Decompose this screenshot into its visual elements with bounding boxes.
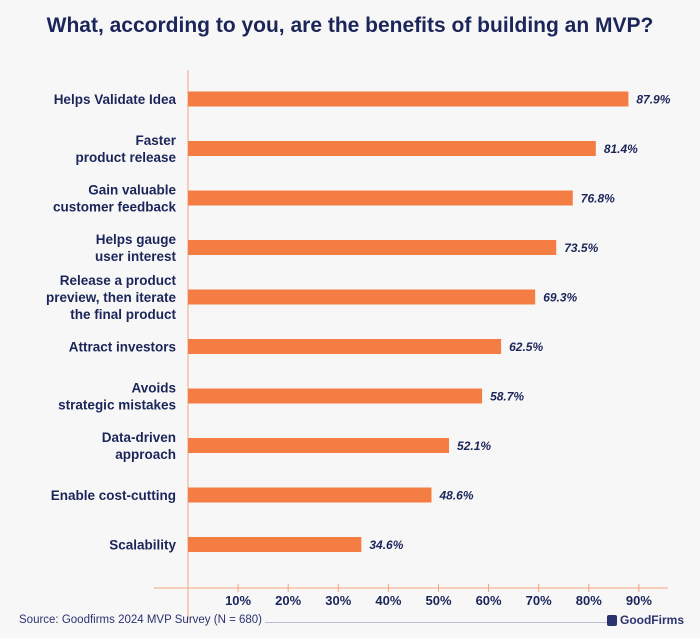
value-label: 81.4% [604,142,638,156]
value-label: 76.8% [581,192,615,206]
category-label: the final product [70,307,176,322]
x-tick-label: 30% [325,593,351,608]
category-label: user interest [95,249,177,264]
x-tick-label: 60% [476,593,502,608]
category-label: customer feedback [53,200,177,215]
bar [188,339,502,354]
bar [188,388,483,404]
bar [188,240,557,255]
goodfirms-logo: GoodFirms [606,613,684,627]
category-label: Helps gauge [96,232,177,247]
category-label: preview, then iterate [46,290,177,305]
value-label: 48.6% [438,489,473,503]
x-tick-label: 70% [526,593,552,608]
category-label: Data-driven [102,430,176,445]
bar [188,141,596,156]
category-label: Enable cost-cutting [51,488,176,503]
footer-divider [265,622,608,623]
goodfirms-logo-icon [606,614,617,626]
category-label: product release [75,150,176,165]
value-label: 58.7% [490,390,524,404]
source-note: Source: Goodfirms 2024 MVP Survey (N = 6… [19,614,262,626]
value-label: 87.9% [636,93,670,107]
category-label: Gain valuable [88,183,176,198]
x-tick-label: 80% [576,593,602,608]
value-label: 62.5% [509,340,543,354]
value-label: 69.3% [543,291,577,305]
x-tick-label: 10% [225,593,251,608]
bar [188,438,450,453]
bar [188,190,573,206]
bar [188,289,536,305]
value-label: 34.6% [369,538,403,552]
category-label: Scalability [109,538,176,553]
value-label: 73.5% [564,241,598,255]
category-label: strategic mistakes [58,398,176,413]
category-label: Release a product [60,273,177,288]
value-label: 52.1% [457,439,491,453]
brand-name: GoodFirms [619,613,684,627]
bar [188,537,362,552]
x-tick-label: 90% [626,593,652,608]
category-label: Helps Validate Idea [54,92,177,107]
bar [188,487,432,503]
category-label: Faster [135,133,176,148]
category-label: approach [115,447,176,462]
x-tick-label: 50% [425,593,451,608]
bar [188,91,629,107]
category-label: Attract investors [69,340,176,355]
chart-title: What, according to you, are the benefits… [46,14,654,37]
x-tick-label: 40% [375,593,401,608]
category-label: Avoids [131,381,176,396]
x-tick-label: 20% [275,593,301,608]
